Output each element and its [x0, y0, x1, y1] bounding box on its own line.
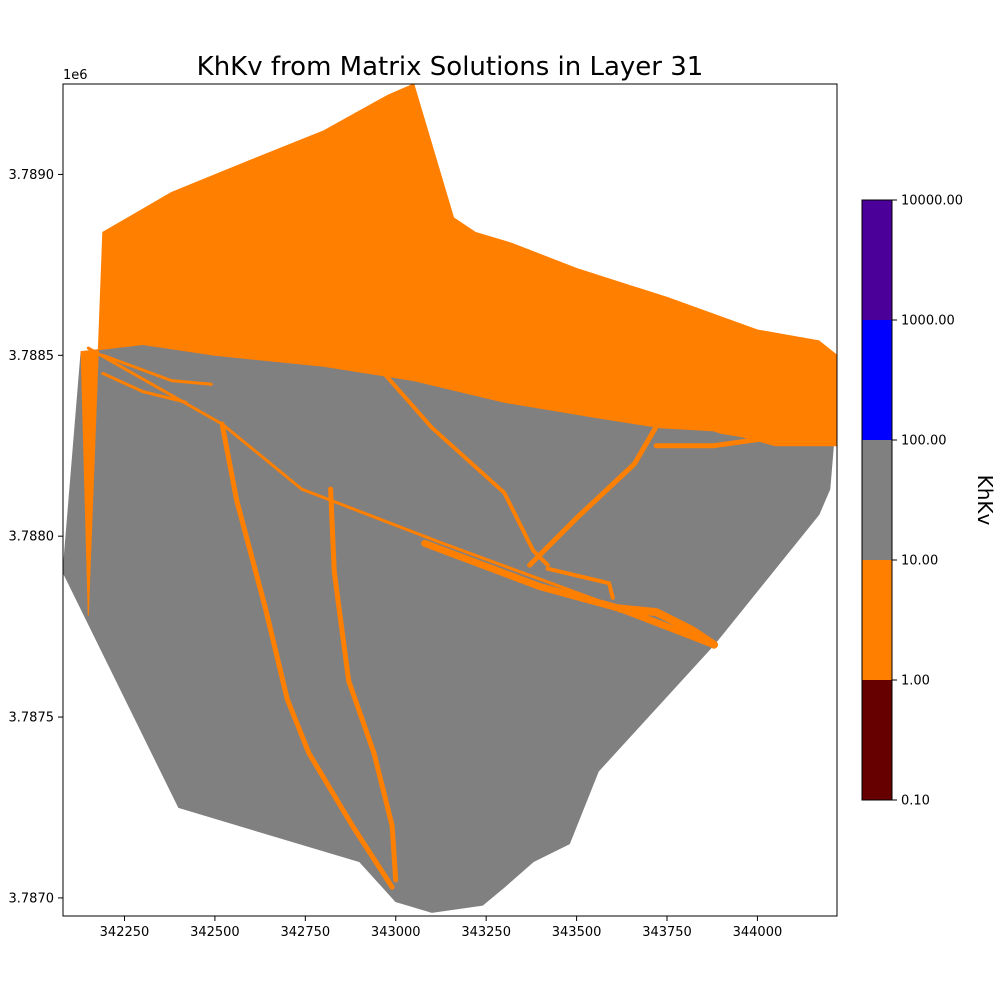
colorbar-tick-label: 1.00: [901, 674, 930, 689]
plot-area: [63, 84, 837, 913]
x-tick-label: 343500: [552, 925, 602, 940]
y-tick-label: 3.7875: [9, 711, 55, 726]
colorbar-label: KhKv: [973, 475, 997, 526]
colorbar-tick-label: 1000.00: [901, 314, 955, 329]
fault-zone-8: [545, 566, 615, 600]
plot-frame: [62, 83, 838, 917]
colorbar-tick-label: 10000.00: [901, 194, 963, 209]
colorbar-tick-label: 100.00: [901, 434, 947, 449]
y-axis: 3.7870 3.7875 3.7880 3.7885 3.7890: [9, 168, 63, 906]
colorbar-tick-label: 10.00: [901, 554, 938, 569]
fault-zone-3: [219, 421, 395, 890]
x-tick-label: 342250: [100, 925, 150, 940]
zone-1: [80, 84, 837, 616]
colorbar: 0.10 1.00 10.00 100.00 1000.00 10000.00: [861, 194, 963, 809]
x-tick-label: 343750: [642, 925, 692, 940]
y-offset-label: 1e6: [63, 68, 88, 83]
fault-zone-10: [616, 604, 718, 649]
colorbar-segment-4: [862, 200, 892, 320]
fault-zone-4: [328, 486, 399, 883]
y-tick-label: 3.7890: [9, 168, 55, 183]
colorbar-tick-label: 0.10: [901, 794, 930, 809]
chart-title: KhKv from Matrix Solutions in Layer 31: [197, 52, 704, 82]
colorbar-segment-2: [862, 440, 892, 560]
x-axis: 342250 342500 342750 343000 343250 343500 3437…: [100, 916, 783, 940]
x-tick-label: 343250: [461, 925, 511, 940]
colorbar-segment-1: [862, 560, 892, 680]
x-tick-label: 342750: [281, 925, 331, 940]
fault-zone-7: [421, 539, 718, 649]
y-tick-label: 3.7885: [9, 349, 55, 364]
fault-zone-9: [653, 410, 768, 449]
y-tick-label: 3.7880: [9, 530, 55, 545]
fault-zone-1: [101, 353, 213, 386]
x-tick-label: 342500: [190, 925, 240, 940]
colorbar-segment-0: [862, 680, 892, 800]
x-tick-label: 343000: [371, 925, 421, 940]
x-tick-label: 344000: [733, 925, 783, 940]
colorbar-frame: [861, 199, 893, 801]
colorbar-segment-3: [862, 320, 892, 440]
fault-zone-2: [101, 371, 188, 404]
y-tick-label: 3.7870: [9, 891, 55, 906]
